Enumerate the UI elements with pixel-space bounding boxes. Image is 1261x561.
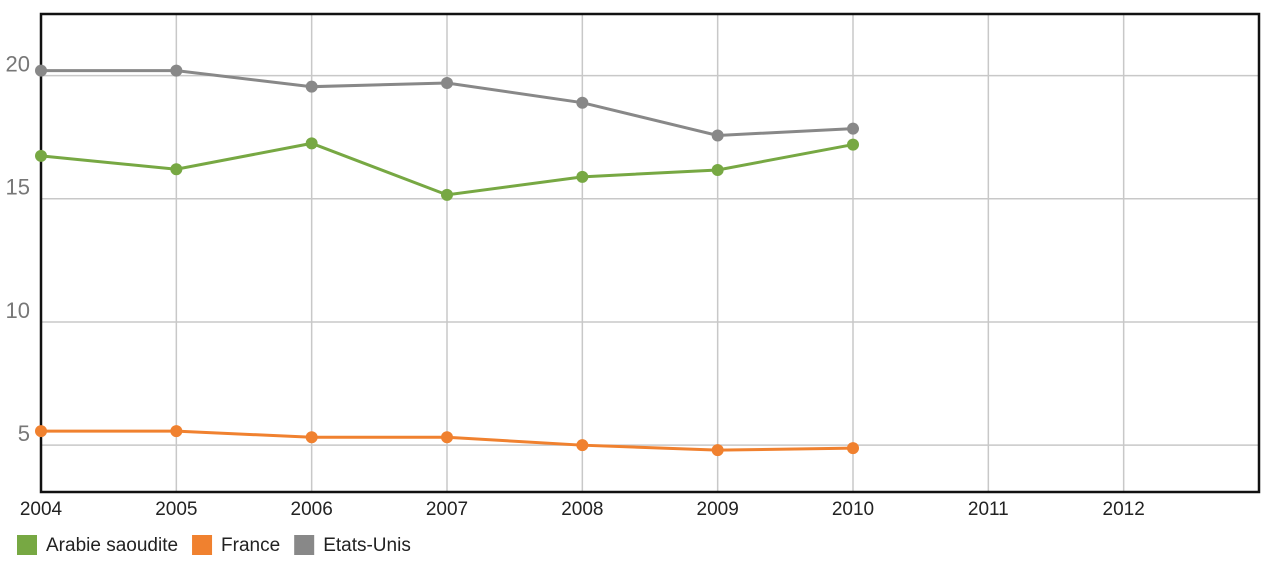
data-point xyxy=(305,431,318,444)
data-point xyxy=(576,439,589,452)
x-tick-label: 2009 xyxy=(697,499,739,520)
legend-swatch xyxy=(192,535,213,555)
data-point xyxy=(711,163,724,176)
y-tick-label: 10 xyxy=(6,298,30,323)
data-point xyxy=(847,122,859,135)
data-point xyxy=(576,96,589,109)
legend-swatch xyxy=(294,535,315,555)
data-point xyxy=(576,170,589,183)
x-tick-label: 2004 xyxy=(20,499,63,520)
x-tick-label: 2007 xyxy=(426,499,468,520)
data-point xyxy=(305,137,318,150)
data-point xyxy=(170,163,183,176)
data-point xyxy=(35,149,47,162)
data-point xyxy=(847,138,859,151)
data-point xyxy=(35,64,47,77)
y-tick-label: 5 xyxy=(18,421,30,446)
data-point xyxy=(170,64,183,77)
plot-frame xyxy=(39,12,1261,494)
data-point xyxy=(305,80,318,93)
legend-label: France xyxy=(221,535,280,556)
data-point xyxy=(441,188,453,201)
x-tick-label: 2006 xyxy=(291,499,333,520)
y-tick-label: 15 xyxy=(6,175,30,200)
data-point xyxy=(847,442,859,455)
y-tick-label: 20 xyxy=(6,51,30,76)
data-point xyxy=(441,76,453,89)
x-tick-label: 2008 xyxy=(561,499,603,520)
data-point xyxy=(711,129,724,142)
x-tick-label: 2010 xyxy=(832,499,874,520)
x-tick-label: 2012 xyxy=(1103,499,1145,520)
data-point xyxy=(711,444,724,457)
data-point xyxy=(441,431,453,444)
x-tick-label: 2011 xyxy=(968,499,1009,520)
data-point xyxy=(35,425,47,438)
data-point xyxy=(170,425,183,438)
x-tick-label: 2005 xyxy=(155,499,197,520)
legend-swatch xyxy=(17,535,37,555)
legend-label: Etats-Unis xyxy=(323,535,411,556)
legend-label: Arabie saoudite xyxy=(46,535,178,556)
